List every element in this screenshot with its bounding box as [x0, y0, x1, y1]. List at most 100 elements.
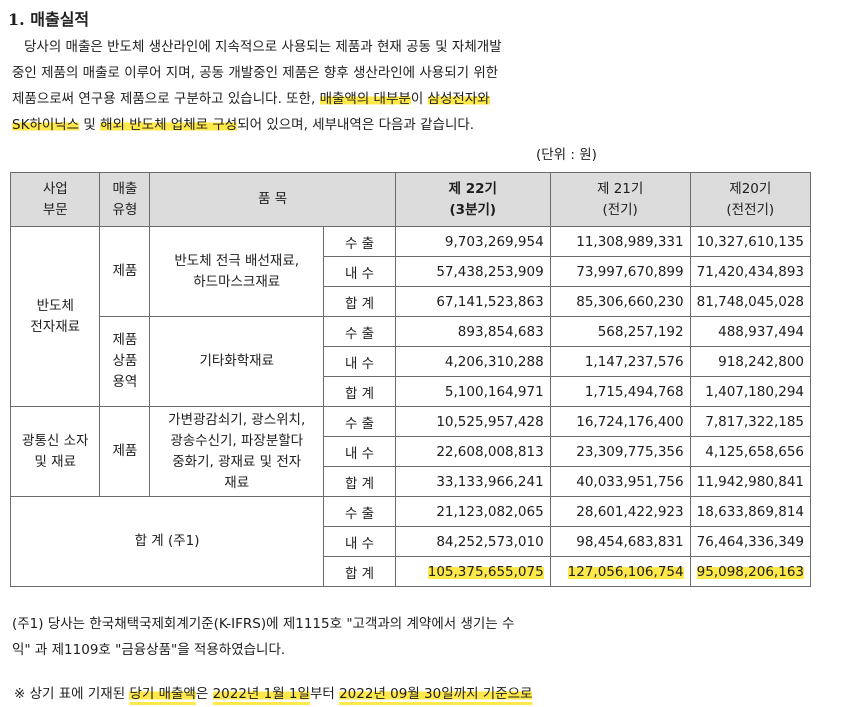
- grand-total-cell: 127,056,106,754: [549, 556, 691, 587]
- table-row: 내 수 4,206,310,288 1,147,237,576 918,242,…: [11, 346, 812, 377]
- value-cell: 918,242,800: [689, 346, 812, 377]
- total-value-cell: 21,123,082,065: [394, 496, 551, 527]
- row-type-cell: 내 수: [323, 436, 396, 467]
- table-row: 합 계 105,375,655,075 127,056,106,754 95,0…: [11, 556, 812, 587]
- row-type-cell: 합 계: [323, 556, 396, 587]
- intro-line-3a: 제품으로써 연구용 제품으로 구분하고 있습니다. 또한,: [12, 91, 316, 107]
- period-note-e: 부터: [309, 686, 335, 702]
- highlight-current-sales: 당기 매출액: [129, 686, 196, 702]
- value-cell: 1,715,494,768: [549, 376, 691, 407]
- row-type-cell: 합 계: [323, 286, 396, 317]
- total-value-cell: 76,464,336,349: [689, 526, 812, 557]
- value-cell: 10,525,957,428: [394, 406, 551, 437]
- intro-line-4b: 및: [83, 117, 96, 133]
- period-note: ※ 상기 표에 기재된 당기 매출액은 2022년 1월 1일부터 2022년 …: [14, 682, 533, 702]
- value-cell: 4,206,310,288: [394, 346, 551, 377]
- sales-type-cell: 제품: [99, 226, 151, 317]
- value-cell: 11,308,989,331: [549, 226, 691, 257]
- row-type-cell: 수 출: [323, 316, 396, 347]
- row-type-cell: 합 계: [323, 466, 396, 497]
- value-cell: 1,147,237,576: [549, 346, 691, 377]
- header-sales-type: 매출 유형: [99, 172, 151, 227]
- item-cell: 기타화학재료: [149, 316, 325, 407]
- row-type-cell: 수 출: [323, 226, 396, 257]
- unit-label: (단위 : 원): [536, 147, 597, 163]
- value-cell: 23,309,775,356: [549, 436, 691, 467]
- highlight-samsung: 삼성전자와: [427, 91, 490, 107]
- intro-line-1: 당사의 매출은 반도체 생산라인에 지속적으로 사용되는 제품과 현재 공동 및…: [24, 39, 502, 55]
- division-cell: 광통신 소자 및 재료: [9, 406, 101, 497]
- footnote-line-2: 익" 과 제1109호 "금융상품"을 적용하였습니다.: [12, 642, 286, 658]
- footnote: (주1) 당사는 한국채택국제회계기준(K-IFRS)에 제1115호 "고객과…: [12, 611, 612, 663]
- value-cell: 73,997,670,899: [549, 256, 691, 287]
- row-type-cell: 내 수: [323, 256, 396, 287]
- value-cell: 16,724,176,400: [549, 406, 691, 437]
- intro-line-4d: 되어 있으며, 세부내역은 다음과 같습니다.: [237, 117, 475, 133]
- total-value-cell: 98,454,683,831: [549, 526, 691, 557]
- value-cell: 40,033,951,756: [549, 466, 691, 497]
- grand-total-22-value: 105,375,655,075: [427, 563, 544, 580]
- grand-total-21-value: 127,056,106,754: [567, 563, 684, 580]
- value-cell: 1,407,180,294: [689, 376, 812, 407]
- header-period-21: 제 21기 (전기): [549, 172, 691, 227]
- highlight-end-date: 2022년 09월 30일까지 기준으로: [339, 686, 533, 702]
- total-label-cell: 합 계 (주1): [9, 496, 325, 587]
- header-period-22: 제 22기 (3분기): [394, 172, 551, 227]
- footnote-line-1: (주1) 당사는 한국채택국제회계기준(K-IFRS)에 제1115호 "고객과…: [12, 616, 515, 632]
- value-cell: 10,327,610,135: [689, 226, 812, 257]
- value-cell: 57,438,253,909: [394, 256, 551, 287]
- row-type-cell: 수 출: [323, 496, 396, 527]
- value-cell: 11,942,980,841: [689, 466, 812, 497]
- section-title: 1. 매출실적: [8, 10, 90, 29]
- row-type-cell: 내 수: [323, 346, 396, 377]
- value-cell: 22,608,008,813: [394, 436, 551, 467]
- total-value-cell: 18,633,869,814: [689, 496, 812, 527]
- value-cell: 5,100,164,971: [394, 376, 551, 407]
- highlight-start-date: 2022년 1월 1일: [212, 686, 310, 702]
- row-type-cell: 내 수: [323, 526, 396, 557]
- value-cell: 568,257,192: [549, 316, 691, 347]
- value-cell: 488,937,494: [689, 316, 812, 347]
- table-row: 반도체 전자재료 제품 반도체 전극 배선재료, 하드마스크재료 수 출 9,703…: [9, 226, 812, 407]
- header-item: 품 목: [149, 172, 396, 227]
- total-value-cell: 28,601,422,923: [549, 496, 691, 527]
- item-cell: 반도체 전극 배선재료, 하드마스크재료: [149, 226, 325, 317]
- total-value-cell: 84,252,573,010: [394, 526, 551, 557]
- row-type-cell: 수 출: [323, 406, 396, 437]
- grand-total-cell: 105,375,655,075: [394, 556, 551, 587]
- highlight-sk-hynix: SK하이닉스: [12, 117, 80, 133]
- table-row: 합 계 (주1) 수 출 21,123,082,065 28,601,422,9…: [9, 496, 812, 587]
- table-row: 내 수 84,252,573,010 98,454,683,831 76,464…: [11, 526, 812, 557]
- table-row: 합 계 33,133,966,241 40,033,951,756 11,942…: [11, 466, 812, 497]
- grand-total-cell: 95,098,206,163: [689, 556, 812, 587]
- period-note-a: ※ 상기 표에 기재된: [14, 686, 126, 702]
- intro-line-3c: 이: [410, 91, 424, 107]
- value-cell: 4,125,658,656: [689, 436, 812, 467]
- value-cell: 67,141,523,863: [394, 286, 551, 317]
- highlight-overseas: 해외 반도체 업체로 구성: [100, 117, 238, 133]
- period-note-c: 은: [195, 686, 209, 702]
- grand-total-20-value: 95,098,206,163: [696, 563, 804, 580]
- table-row: 내 수 22,608,008,813 23,309,775,356 4,125,…: [11, 436, 812, 467]
- value-cell: 85,306,660,230: [549, 286, 691, 317]
- sales-table: 사업 부문 매출 유형 품 목 제 22기 (3분기) 제 21기 (전기) 제20기(…: [9, 172, 812, 587]
- header-division: 사업 부문: [9, 172, 101, 227]
- value-cell: 71,420,434,893: [689, 256, 812, 287]
- value-cell: 893,854,683: [394, 316, 551, 347]
- sales-type-cell: 제품: [99, 406, 151, 497]
- table-row: 내 수 57,438,253,909 73,997,670,899 71,420…: [11, 256, 812, 287]
- intro-paragraph: 당사의 매출은 반도체 생산라인에 지속적으로 사용되는 제품과 현재 공동 및…: [12, 34, 612, 138]
- table-row: 합 계 67,141,523,863 85,306,660,230 81,748…: [11, 286, 812, 317]
- item-cell: 가변광감쇠기, 광스위치, 광송수신기, 파장분할다 중화기, 광재료 및 전자 재료: [149, 406, 325, 497]
- value-cell: 81,748,045,028: [689, 286, 812, 317]
- header-period-20: 제20기 (전전기): [689, 172, 812, 227]
- division-cell: 반도체 전자재료: [9, 226, 101, 407]
- highlight-majority-sales: 매출액의 대부분: [319, 91, 411, 107]
- row-type-cell: 합 계: [323, 376, 396, 407]
- intro-line-2: 중인 제품의 매출로 이루어 지며, 공동 개발중인 제품은 향후 생산라인에 …: [12, 65, 499, 81]
- table-row: 제품 상품 용역 기타화학재료 수 출 893,854,683 568,257,19…: [11, 316, 812, 407]
- table-row: 광통신 소자 및 재료 제품 가변광감쇠기, 광스위치, 광송수신기, 파장분할다 중…: [9, 406, 812, 497]
- value-cell: 7,817,322,185: [689, 406, 812, 437]
- value-cell: 33,133,966,241: [394, 466, 551, 497]
- table-row: 합 계 5,100,164,971 1,715,494,768 1,407,18…: [11, 376, 812, 407]
